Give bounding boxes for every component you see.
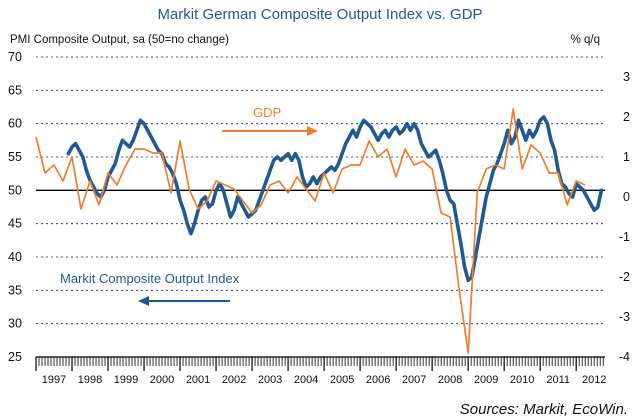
left-tick-label: 55 xyxy=(8,150,22,164)
x-tick-label: 2009 xyxy=(474,374,498,386)
x-tick-label: 2007 xyxy=(402,374,426,386)
right-tick-label: 3 xyxy=(623,70,630,84)
x-tick-label: 2011 xyxy=(546,374,570,386)
right-tick-label: -3 xyxy=(619,310,630,324)
x-tick-label: 2002 xyxy=(222,374,246,386)
x-tick-label: 2010 xyxy=(510,374,534,386)
pmi-annotation: Markit Composite Output Index xyxy=(60,271,240,286)
right-tick-label: 1 xyxy=(623,150,630,164)
left-tick-label: 65 xyxy=(8,83,22,97)
right-tick-label: 0 xyxy=(623,190,630,204)
right-tick-label: -4 xyxy=(619,350,630,364)
right-axis-ticks: 3 2 1 0 -1 -2 -3 -4 xyxy=(619,70,630,364)
x-axis-labels: 1997 1998 1999 2000 2001 2002 2003 2004 2005 2006… xyxy=(42,374,607,386)
left-tick-label: 30 xyxy=(8,317,22,331)
left-tick-label: 40 xyxy=(8,250,22,264)
x-tick-label: 1999 xyxy=(114,374,138,386)
x-tick-label: 1997 xyxy=(42,374,66,386)
right-tick-label: -1 xyxy=(619,230,630,244)
source-note: Sources: Markit, EcoWin. xyxy=(460,401,628,418)
left-tick-label: 70 xyxy=(8,50,22,64)
gdp-arrow-icon xyxy=(222,126,318,136)
left-tick-label: 25 xyxy=(8,350,22,364)
x-axis xyxy=(35,356,605,371)
x-tick-label: 2012 xyxy=(582,374,606,386)
x-tick-label: 2000 xyxy=(150,374,174,386)
x-tick-label: 2003 xyxy=(258,374,282,386)
x-tick-label: 2001 xyxy=(186,374,210,386)
series-line-gdp xyxy=(35,108,586,354)
left-axis-ticks: 70 65 60 55 50 45 40 35 30 25 xyxy=(8,50,22,364)
x-tick-label: 1998 xyxy=(78,374,102,386)
right-tick-label: -2 xyxy=(619,270,630,284)
left-tick-label: 35 xyxy=(8,283,22,297)
x-tick-label: 2004 xyxy=(294,374,318,386)
series-line-markit-composite xyxy=(66,115,604,283)
right-tick-label: 2 xyxy=(623,110,630,124)
pmi-arrow-icon xyxy=(138,296,230,306)
right-axis-title: % q/q xyxy=(571,34,600,46)
x-tick-label: 2005 xyxy=(330,374,354,386)
x-tick-label: 2008 xyxy=(438,374,462,386)
chart-title: Markit German Composite Output Index vs.… xyxy=(157,6,482,23)
left-tick-label: 45 xyxy=(8,217,22,231)
left-axis-title: PMI Composite Output, sa (50=no change) xyxy=(10,34,229,46)
gdp-annotation: GDP xyxy=(253,105,281,120)
left-tick-label: 60 xyxy=(8,117,22,131)
left-tick-label: 50 xyxy=(8,183,22,197)
x-tick-label: 2006 xyxy=(366,374,390,386)
